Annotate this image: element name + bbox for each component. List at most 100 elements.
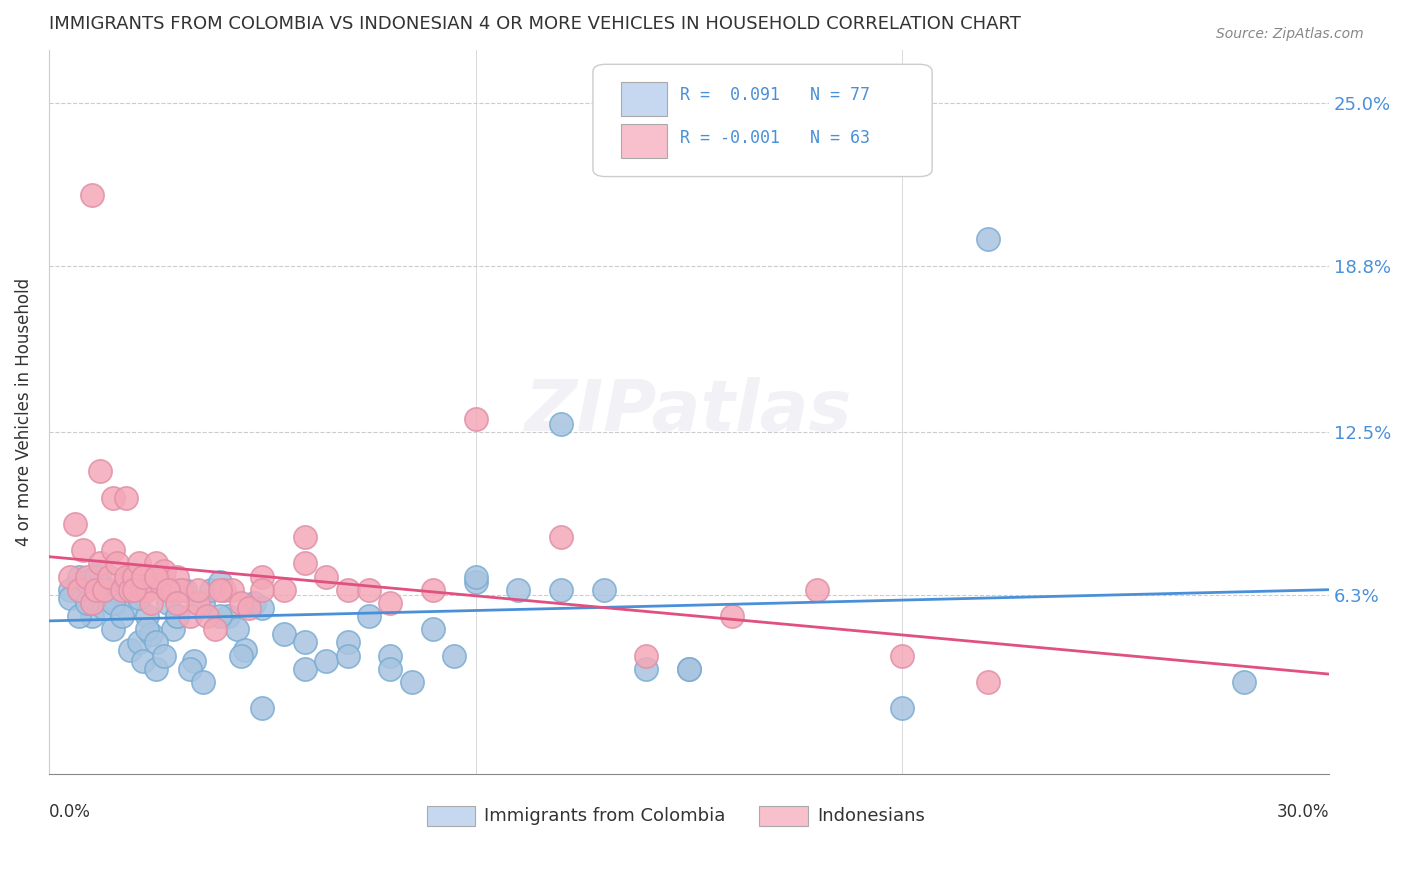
Point [208,582,231,597]
Point [118,582,141,597]
Point [678,662,700,676]
Point [294,662,316,676]
Text: Indonesians: Indonesians [817,807,925,825]
Point [336,582,359,597]
Point [229,648,252,663]
Point [217,609,239,624]
Point [84,569,107,583]
Point [114,491,136,505]
Point [550,417,572,431]
Text: R = -0.001   N = 63: R = -0.001 N = 63 [681,129,870,147]
Point [157,596,180,610]
Point [124,569,146,583]
Point [141,596,163,610]
Point [191,674,214,689]
Point [153,564,176,578]
Point [294,635,316,649]
Point [80,596,103,610]
Point [294,530,316,544]
Point [110,582,132,597]
Point [162,622,184,636]
Point [252,582,274,597]
Bar [426,805,475,826]
Point [80,187,103,202]
Bar [621,124,668,159]
Point [72,588,94,602]
Point [464,411,486,425]
Point [891,648,914,663]
Point [636,648,658,663]
Point [80,609,103,624]
Point [105,557,128,571]
Point [97,569,120,583]
Point [166,609,188,624]
Point [191,596,214,610]
Point [195,609,218,624]
Point [179,609,201,624]
Point [157,582,180,597]
Point [252,569,274,583]
Point [976,232,998,246]
Point [976,674,998,689]
Point [229,596,252,610]
Point [1232,674,1254,689]
Point [157,582,180,597]
Text: IMMIGRANTS FROM COLOMBIA VS INDONESIAN 4 OR MORE VEHICLES IN HOUSEHOLD CORRELATI: IMMIGRANTS FROM COLOMBIA VS INDONESIAN 4… [49,15,1021,33]
Point [806,582,828,597]
Point [225,622,247,636]
Point [101,491,124,505]
Point [67,582,90,597]
Point [132,654,155,668]
Point [132,582,155,597]
Point [63,516,86,531]
Point [179,662,201,676]
Point [136,609,159,624]
Point [105,596,128,610]
Point [166,609,188,624]
Point [273,582,295,597]
Point [136,582,159,597]
Point [149,569,172,583]
Point [59,569,82,583]
Point [720,609,742,624]
Point [67,569,90,583]
Text: Immigrants from Colombia: Immigrants from Colombia [484,807,725,825]
Point [212,582,235,597]
Point [357,609,380,624]
Point [233,643,256,657]
Point [166,569,188,583]
Point [80,596,103,610]
Point [89,464,111,478]
Point [84,582,107,597]
Point [153,648,176,663]
Point [678,662,700,676]
Point [422,622,444,636]
Point [242,596,264,610]
Point [124,582,146,597]
Point [59,591,82,605]
Point [93,582,115,597]
Point [380,648,402,663]
Point [67,609,90,624]
Point [93,601,115,615]
Point [128,557,150,571]
Point [59,582,82,597]
Point [336,635,359,649]
Point [101,596,124,610]
Point [124,569,146,583]
Point [238,601,260,615]
Point [550,530,572,544]
Point [118,643,141,657]
Point [101,543,124,558]
Point [315,654,337,668]
Point [114,601,136,615]
Point [110,582,132,597]
Point [93,582,115,597]
Point [166,596,188,610]
Point [464,574,486,589]
Text: 0.0%: 0.0% [49,803,91,821]
Point [110,609,132,624]
Point [891,701,914,715]
Text: Source: ZipAtlas.com: Source: ZipAtlas.com [1216,27,1364,41]
Point [200,582,222,597]
